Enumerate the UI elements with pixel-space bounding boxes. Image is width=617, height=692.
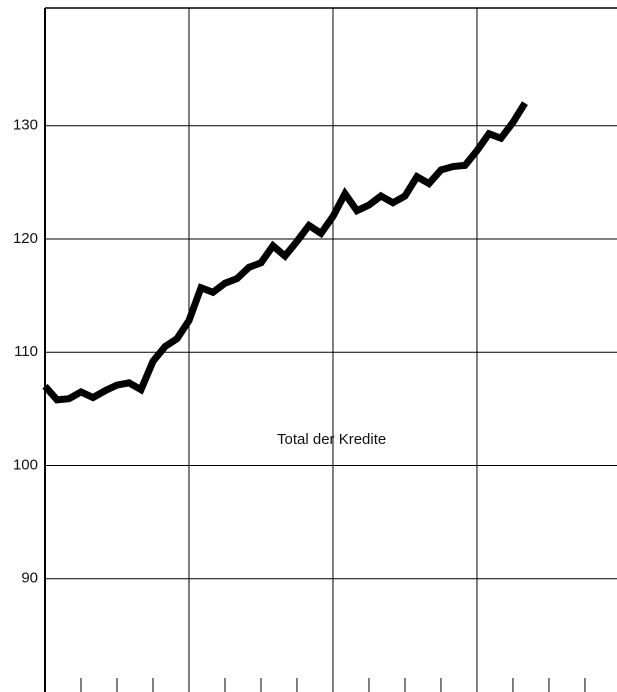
y-tick-label: 100 [13,456,38,473]
y-tick-label: 90 [21,570,38,587]
annotation: Total der Kredite [277,431,386,448]
y-tick-label: 130 [13,117,38,134]
line [42,101,528,404]
y-tick-label: 120 [13,230,38,247]
y-tick-label: 110 [14,343,38,360]
